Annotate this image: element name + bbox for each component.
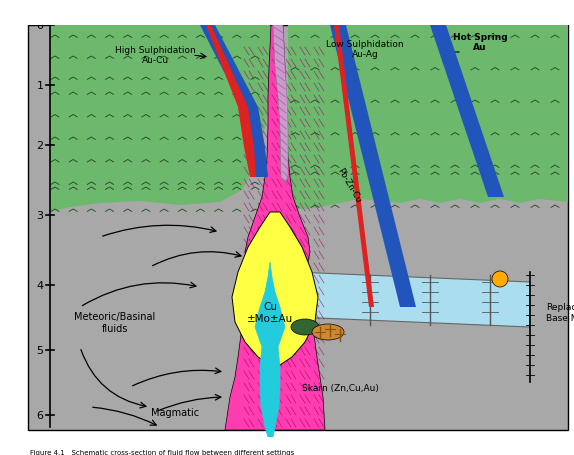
Polygon shape	[50, 78, 270, 212]
Text: High Sulphidation
Au-Cu: High Sulphidation Au-Cu	[115, 46, 195, 65]
Polygon shape	[295, 273, 530, 327]
Text: 3: 3	[37, 211, 44, 221]
Ellipse shape	[312, 324, 344, 340]
Text: Magmatic: Magmatic	[151, 407, 199, 417]
Polygon shape	[334, 26, 374, 307]
Text: 6: 6	[37, 410, 44, 420]
Polygon shape	[255, 263, 285, 447]
Ellipse shape	[291, 319, 319, 335]
Polygon shape	[206, 26, 256, 177]
Text: 1: 1	[37, 81, 44, 91]
Bar	[0, 18, 574, 26]
Text: Hot Spring
Au: Hot Spring Au	[453, 33, 507, 52]
Text: Cu
±Mo±Au: Cu ±Mo±Au	[247, 302, 293, 323]
Text: Replacement
Base Metal: Replacement Base Metal	[546, 303, 574, 322]
Text: Pb-Zn-Cu: Pb-Zn-Cu	[335, 167, 362, 205]
Polygon shape	[225, 26, 325, 430]
Text: Figure 4.1   Schematic cross-section of fluid flow between different settings: Figure 4.1 Schematic cross-section of fl…	[30, 449, 294, 455]
Circle shape	[492, 271, 508, 288]
Polygon shape	[288, 166, 568, 210]
Polygon shape	[200, 26, 268, 177]
Polygon shape	[288, 26, 568, 186]
Text: 5: 5	[37, 345, 44, 355]
Text: 2: 2	[36, 141, 44, 151]
Polygon shape	[330, 26, 416, 307]
Text: 4: 4	[36, 280, 44, 290]
Text: Meteoric/Basinal
fluids: Meteoric/Basinal fluids	[75, 312, 156, 333]
Polygon shape	[232, 212, 318, 365]
Polygon shape	[50, 26, 270, 192]
Text: Low Sulphidation
Au-Ag: Low Sulphidation Au-Ag	[326, 40, 404, 59]
Polygon shape	[273, 26, 288, 182]
Text: 0: 0	[37, 21, 44, 31]
Polygon shape	[430, 26, 504, 197]
Text: Skarn (Zn,Cu,Au): Skarn (Zn,Cu,Au)	[301, 383, 378, 392]
